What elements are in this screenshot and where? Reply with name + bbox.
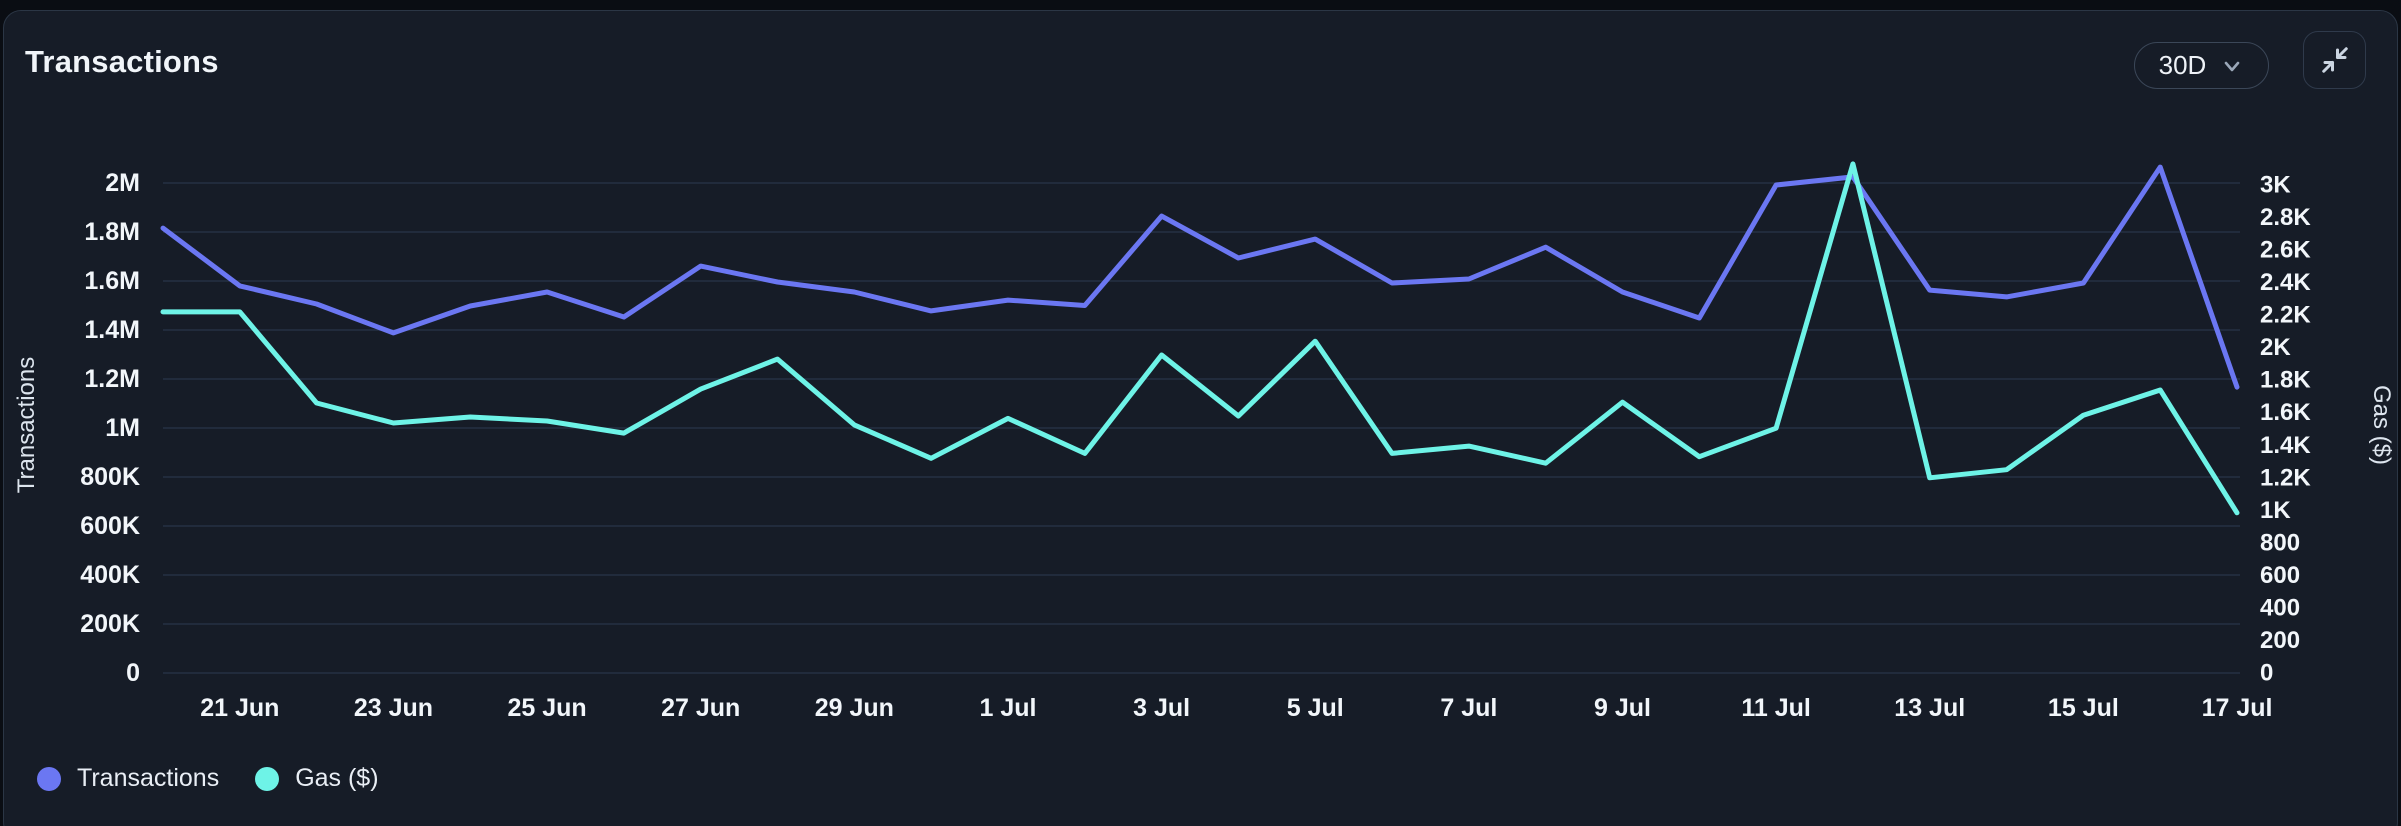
time-range-dropdown[interactable]: 30D — [2134, 42, 2269, 89]
left-axis-title: Transactions — [13, 357, 40, 494]
collapse-arrows-icon — [2321, 47, 2348, 73]
right-axis-tick: 2K — [2260, 334, 2291, 361]
right-axis-tick: 3K — [2260, 172, 2291, 199]
right-axis-title: Gas ($) — [2368, 385, 2395, 465]
right-axis-tick: 1K — [2260, 497, 2291, 524]
x-axis-tick: 15 Jul — [2048, 694, 2119, 722]
x-axis-tick: 11 Jul — [1741, 694, 1811, 722]
right-axis-tick: 1.8K — [2260, 367, 2311, 394]
left-axis-tick: 600K — [80, 512, 140, 540]
right-axis-tick: 800 — [2260, 529, 2300, 556]
x-axis-tick: 9 Jul — [1594, 694, 1651, 722]
x-axis-tick: 3 Jul — [1133, 694, 1190, 722]
right-axis-tick: 600 — [2260, 562, 2300, 589]
right-axis-tick: 2.2K — [2260, 302, 2311, 329]
x-axis-tick: 1 Jul — [979, 694, 1036, 722]
left-axis-tick: 1.2M — [84, 365, 140, 393]
left-axis-tick: 1.8M — [84, 218, 140, 246]
chevron-down-icon — [2225, 61, 2240, 71]
legend-item[interactable]: Gas ($) — [255, 764, 379, 793]
left-axis-tick: 0 — [126, 659, 140, 687]
card-title: Transactions — [25, 44, 219, 79]
series-line-right — [160, 161, 2240, 516]
series-line-left — [160, 164, 2240, 390]
right-axis-tick: 400 — [2260, 594, 2300, 621]
x-axis-tick: 17 Jul — [2202, 694, 2273, 722]
collapse-view-button[interactable] — [2303, 31, 2366, 89]
left-axis-tick: 1M — [105, 414, 140, 442]
left-axis-tick: 1.6M — [84, 267, 140, 295]
left-axis-tick: 800K — [80, 463, 140, 491]
legend-label: Transactions — [77, 764, 220, 792]
right-axis-tick: 2.8K — [2260, 204, 2311, 231]
right-axis-tick: 200 — [2260, 627, 2300, 654]
right-axis-tick: 1.4K — [2260, 432, 2311, 459]
x-axis-tick: 29 Jun — [815, 694, 894, 722]
time-range-value: 30D — [2158, 50, 2207, 80]
chart-card — [3, 10, 2398, 826]
right-axis-tick: 2.6K — [2260, 237, 2311, 264]
right-axis-tick: 1.2K — [2260, 464, 2311, 491]
left-axis-tick: 400K — [80, 561, 140, 589]
x-axis-tick: 7 Jul — [1440, 694, 1497, 722]
x-axis-tick: 21 Jun — [200, 694, 279, 722]
right-axis-tick: 2.4K — [2260, 269, 2311, 296]
left-axis-tick: 2M — [105, 169, 140, 197]
x-axis-tick: 13 Jul — [1894, 694, 1965, 722]
legend-dot-icon — [37, 766, 61, 791]
x-axis-tick: 27 Jun — [661, 694, 740, 722]
left-axis-tick: 1.4M — [84, 316, 140, 344]
x-axis-tick: 25 Jun — [507, 694, 586, 722]
legend-dot-icon — [255, 766, 280, 791]
right-axis-tick: 1.6K — [2260, 399, 2311, 426]
right-axis-tick: 0 — [2260, 660, 2273, 687]
legend-label: Gas ($) — [295, 764, 379, 792]
x-axis-tick: 23 Jun — [354, 694, 433, 722]
chart-legend: Transactions Gas ($) — [37, 764, 379, 793]
x-axis-tick: 5 Jul — [1287, 694, 1344, 722]
legend-item[interactable]: Transactions — [37, 764, 219, 793]
left-axis-tick: 200K — [80, 610, 140, 638]
